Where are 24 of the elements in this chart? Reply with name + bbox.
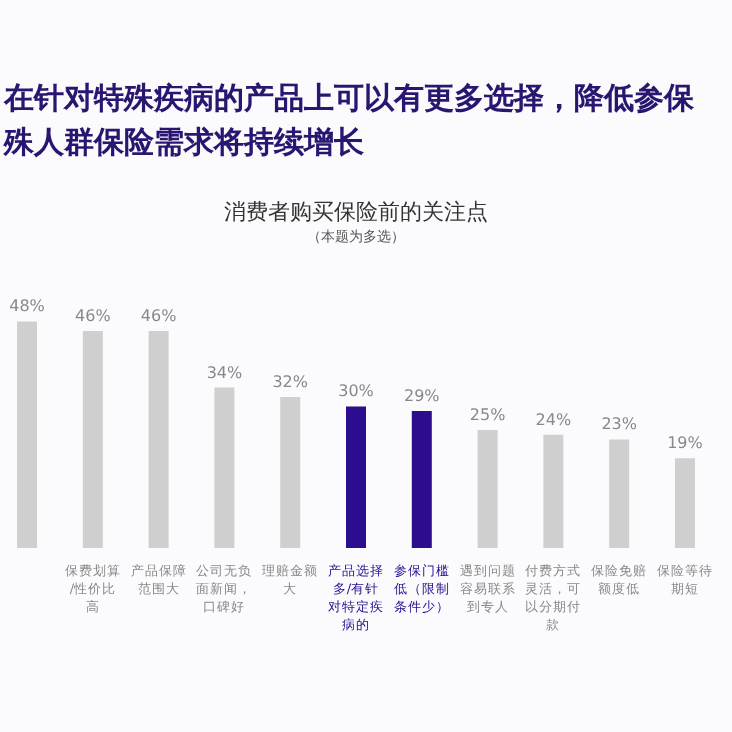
data-label: 24%	[535, 410, 572, 429]
bar	[477, 430, 498, 548]
data-label: 32%	[272, 372, 309, 391]
data-label: 46%	[75, 306, 112, 325]
data-label: 46%	[140, 306, 178, 325]
data-label: 25%	[469, 406, 507, 424]
chart-title: 在针对特殊疾病的产品上可以有更多选择，降低参保殊人群保险需求将持续增长	[4, 78, 696, 164]
data-label: 29%	[404, 387, 441, 406]
bar	[214, 387, 235, 548]
bar	[82, 330, 103, 548]
bar	[543, 434, 564, 548]
data-label: 23%	[601, 415, 638, 434]
chart-subtitle: 消费者购买保险前的关注点	[224, 199, 488, 226]
bar	[148, 330, 169, 548]
data-label: 19%	[667, 434, 704, 453]
bar	[280, 396, 301, 548]
bar	[346, 406, 366, 548]
data-label: 34%	[206, 363, 243, 382]
data-label: 48%	[9, 297, 46, 316]
bar	[411, 411, 432, 548]
data-label: 30%	[338, 382, 375, 401]
bar	[674, 458, 695, 548]
bar	[609, 439, 630, 548]
bar	[17, 321, 38, 548]
